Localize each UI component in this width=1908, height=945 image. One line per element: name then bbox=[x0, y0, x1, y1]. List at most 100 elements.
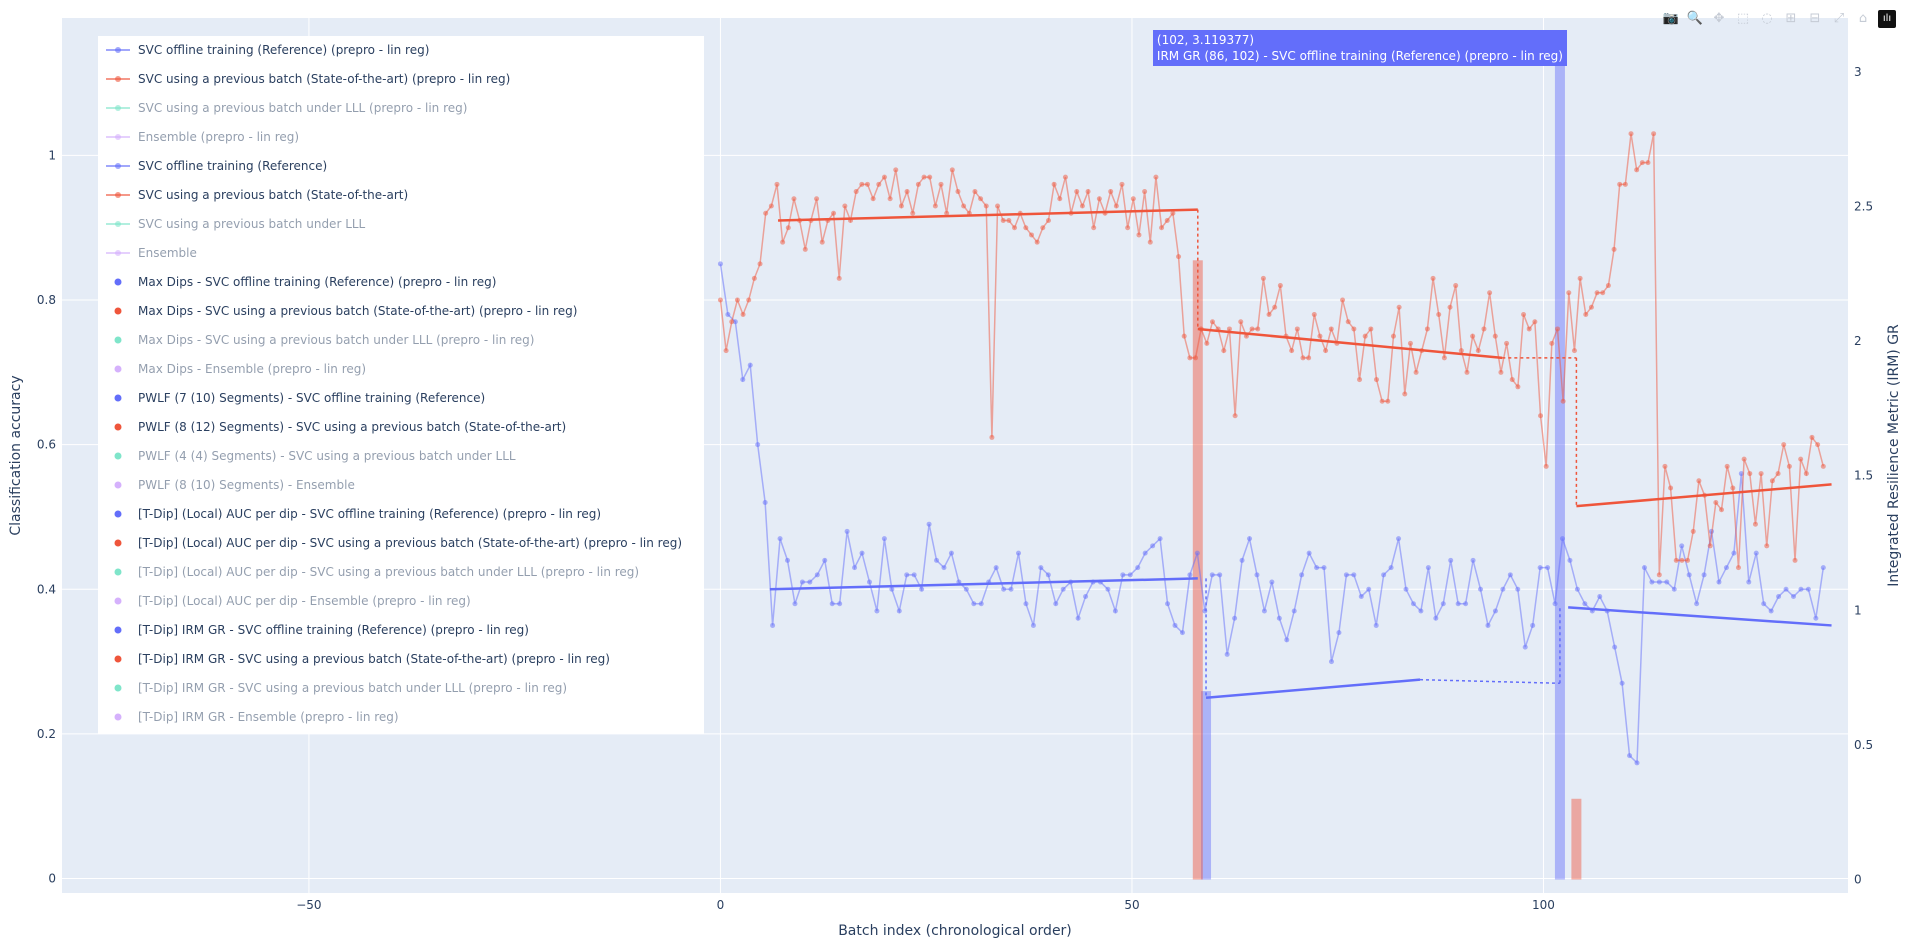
legend-label: [T-Dip] IRM GR - SVC offline training (R… bbox=[138, 623, 529, 637]
data-point bbox=[1753, 550, 1759, 556]
autoscale-icon[interactable]: ⤢ bbox=[1833, 11, 1845, 26]
data-point bbox=[1112, 608, 1118, 614]
camera-icon[interactable]: 📷 bbox=[1662, 11, 1680, 26]
data-point bbox=[1232, 615, 1238, 621]
x-tick-label: −50 bbox=[296, 898, 321, 912]
reset-axes-icon[interactable]: ⌂ bbox=[1858, 11, 1868, 26]
hover-series-label: IRM GR (86, 102) - SVC offline training … bbox=[1156, 48, 1563, 63]
data-point bbox=[1187, 572, 1193, 578]
data-point bbox=[1030, 622, 1036, 628]
legend-marker-swatch bbox=[115, 105, 121, 111]
legend-marker-swatch bbox=[115, 163, 121, 169]
data-point bbox=[1690, 528, 1696, 534]
data-point bbox=[1498, 369, 1504, 375]
data-point bbox=[768, 203, 774, 209]
legend-item[interactable]: SVC using a previous batch under LLL (pr… bbox=[106, 101, 467, 115]
legend-label: [T-Dip] (Local) AUC per dip - Ensemble (… bbox=[138, 594, 471, 608]
data-point bbox=[1685, 557, 1691, 563]
data-point bbox=[1649, 579, 1655, 585]
pan-icon[interactable]: ✥ bbox=[1713, 11, 1725, 26]
legend-item[interactable]: Max Dips - Ensemble (prepro - lin reg) bbox=[114, 362, 367, 376]
legend-item[interactable]: [T-Dip] IRM GR - SVC using a previous ba… bbox=[114, 652, 610, 666]
data-point bbox=[1500, 586, 1506, 592]
data-point bbox=[819, 239, 825, 245]
zoom-icon[interactable]: 🔍 bbox=[1686, 11, 1704, 26]
legend-marker-swatch bbox=[114, 655, 122, 663]
data-point bbox=[1464, 369, 1470, 375]
legend-item[interactable]: SVC offline training (Reference) bbox=[106, 159, 327, 173]
irm-bar bbox=[1554, 39, 1565, 880]
data-point bbox=[1425, 565, 1431, 571]
legend-item[interactable]: SVC using a previous batch (State-of-the… bbox=[106, 72, 510, 86]
data-point bbox=[932, 203, 938, 209]
legend-item[interactable]: [T-Dip] (Local) AUC per dip - Ensemble (… bbox=[114, 594, 471, 608]
data-point bbox=[1470, 557, 1476, 563]
data-point bbox=[944, 210, 950, 216]
data-point bbox=[1239, 557, 1245, 563]
legend-label: Max Dips - SVC using a previous batch (S… bbox=[138, 304, 577, 318]
data-point bbox=[995, 203, 1001, 209]
irm-bar bbox=[1201, 691, 1212, 880]
legend-item[interactable]: [T-Dip] (Local) AUC per dip - SVC using … bbox=[114, 565, 640, 579]
data-point bbox=[993, 565, 999, 571]
legend-item[interactable]: [T-Dip] (Local) AUC per dip - SVC offlin… bbox=[114, 507, 602, 521]
legend-label: PWLF (4 (4) Segments) - SVC using a prev… bbox=[138, 449, 516, 463]
legend-marker-swatch bbox=[114, 684, 122, 692]
legend-item[interactable]: PWLF (4 (4) Segments) - SVC using a prev… bbox=[114, 449, 516, 463]
legend-item[interactable]: PWLF (8 (10) Segments) - Ensemble bbox=[114, 478, 355, 492]
legend-item[interactable]: [T-Dip] (Local) AUC per dip - SVC using … bbox=[114, 536, 683, 550]
data-point bbox=[1074, 189, 1080, 195]
data-point bbox=[1038, 565, 1044, 571]
legend-item[interactable]: Max Dips - SVC using a previous batch un… bbox=[114, 333, 535, 347]
legend-label: [T-Dip] (Local) AUC per dip - SVC using … bbox=[138, 565, 639, 579]
data-point bbox=[1559, 536, 1565, 542]
legend-background bbox=[98, 36, 704, 734]
legend-item[interactable]: [T-Dip] IRM GR - Ensemble (prepro - lin … bbox=[114, 710, 399, 724]
plotly-logo-icon[interactable]: ılı bbox=[1878, 10, 1896, 28]
legend-item[interactable]: Max Dips - SVC using a previous batch (S… bbox=[114, 304, 578, 318]
legend-label: SVC offline training (Reference) (prepro… bbox=[138, 43, 429, 57]
data-point bbox=[1023, 225, 1029, 231]
legend[interactable]: SVC offline training (Reference) (prepro… bbox=[98, 36, 704, 734]
legend-item[interactable]: PWLF (8 (12) Segments) - SVC using a pre… bbox=[114, 420, 567, 434]
legend-item[interactable]: [T-Dip] IRM GR - SVC offline training (R… bbox=[114, 623, 529, 637]
data-point bbox=[938, 181, 944, 187]
legend-item[interactable]: [T-Dip] IRM GR - SVC using a previous ba… bbox=[114, 681, 568, 695]
data-point bbox=[1060, 586, 1066, 592]
data-point bbox=[723, 348, 729, 354]
data-point bbox=[1142, 189, 1148, 195]
legend-label: PWLF (8 (10) Segments) - Ensemble bbox=[138, 478, 355, 492]
data-point bbox=[1057, 196, 1063, 202]
legend-item[interactable]: SVC offline training (Reference) (prepro… bbox=[106, 43, 429, 57]
data-point bbox=[896, 608, 902, 614]
zoom-in-icon[interactable]: ⊞ bbox=[1785, 11, 1797, 26]
box-select-icon[interactable]: ⬚ bbox=[1736, 11, 1750, 26]
data-point bbox=[1053, 601, 1059, 607]
data-point bbox=[1418, 608, 1424, 614]
data-point bbox=[1453, 283, 1459, 289]
legend-item[interactable]: Max Dips - SVC offline training (Referen… bbox=[114, 275, 497, 289]
data-point bbox=[1522, 644, 1528, 650]
data-point bbox=[1091, 225, 1097, 231]
data-point bbox=[1328, 659, 1334, 665]
legend-item[interactable]: SVC using a previous batch (State-of-the… bbox=[106, 188, 408, 202]
data-point bbox=[1172, 622, 1178, 628]
legend-label: SVC offline training (Reference) bbox=[138, 159, 327, 173]
data-point bbox=[842, 203, 848, 209]
data-point bbox=[1588, 304, 1594, 310]
data-point bbox=[1455, 601, 1461, 607]
data-point bbox=[1701, 572, 1707, 578]
data-point bbox=[732, 319, 738, 325]
data-point bbox=[1085, 189, 1091, 195]
legend-item[interactable]: SVC using a previous batch under LLL bbox=[106, 217, 366, 231]
legend-item[interactable]: Ensemble (prepro - lin reg) bbox=[106, 130, 299, 144]
legend-item[interactable]: Ensemble bbox=[106, 246, 197, 260]
zoom-out-icon[interactable]: ⊟ bbox=[1809, 11, 1821, 26]
data-point bbox=[1300, 355, 1306, 361]
data-point bbox=[1113, 203, 1119, 209]
data-point bbox=[1358, 594, 1364, 600]
legend-item[interactable]: PWLF (7 (10) Segments) - SVC offline tra… bbox=[114, 391, 486, 405]
data-point bbox=[1096, 196, 1102, 202]
lasso-select-icon[interactable]: ◌ bbox=[1761, 11, 1773, 26]
